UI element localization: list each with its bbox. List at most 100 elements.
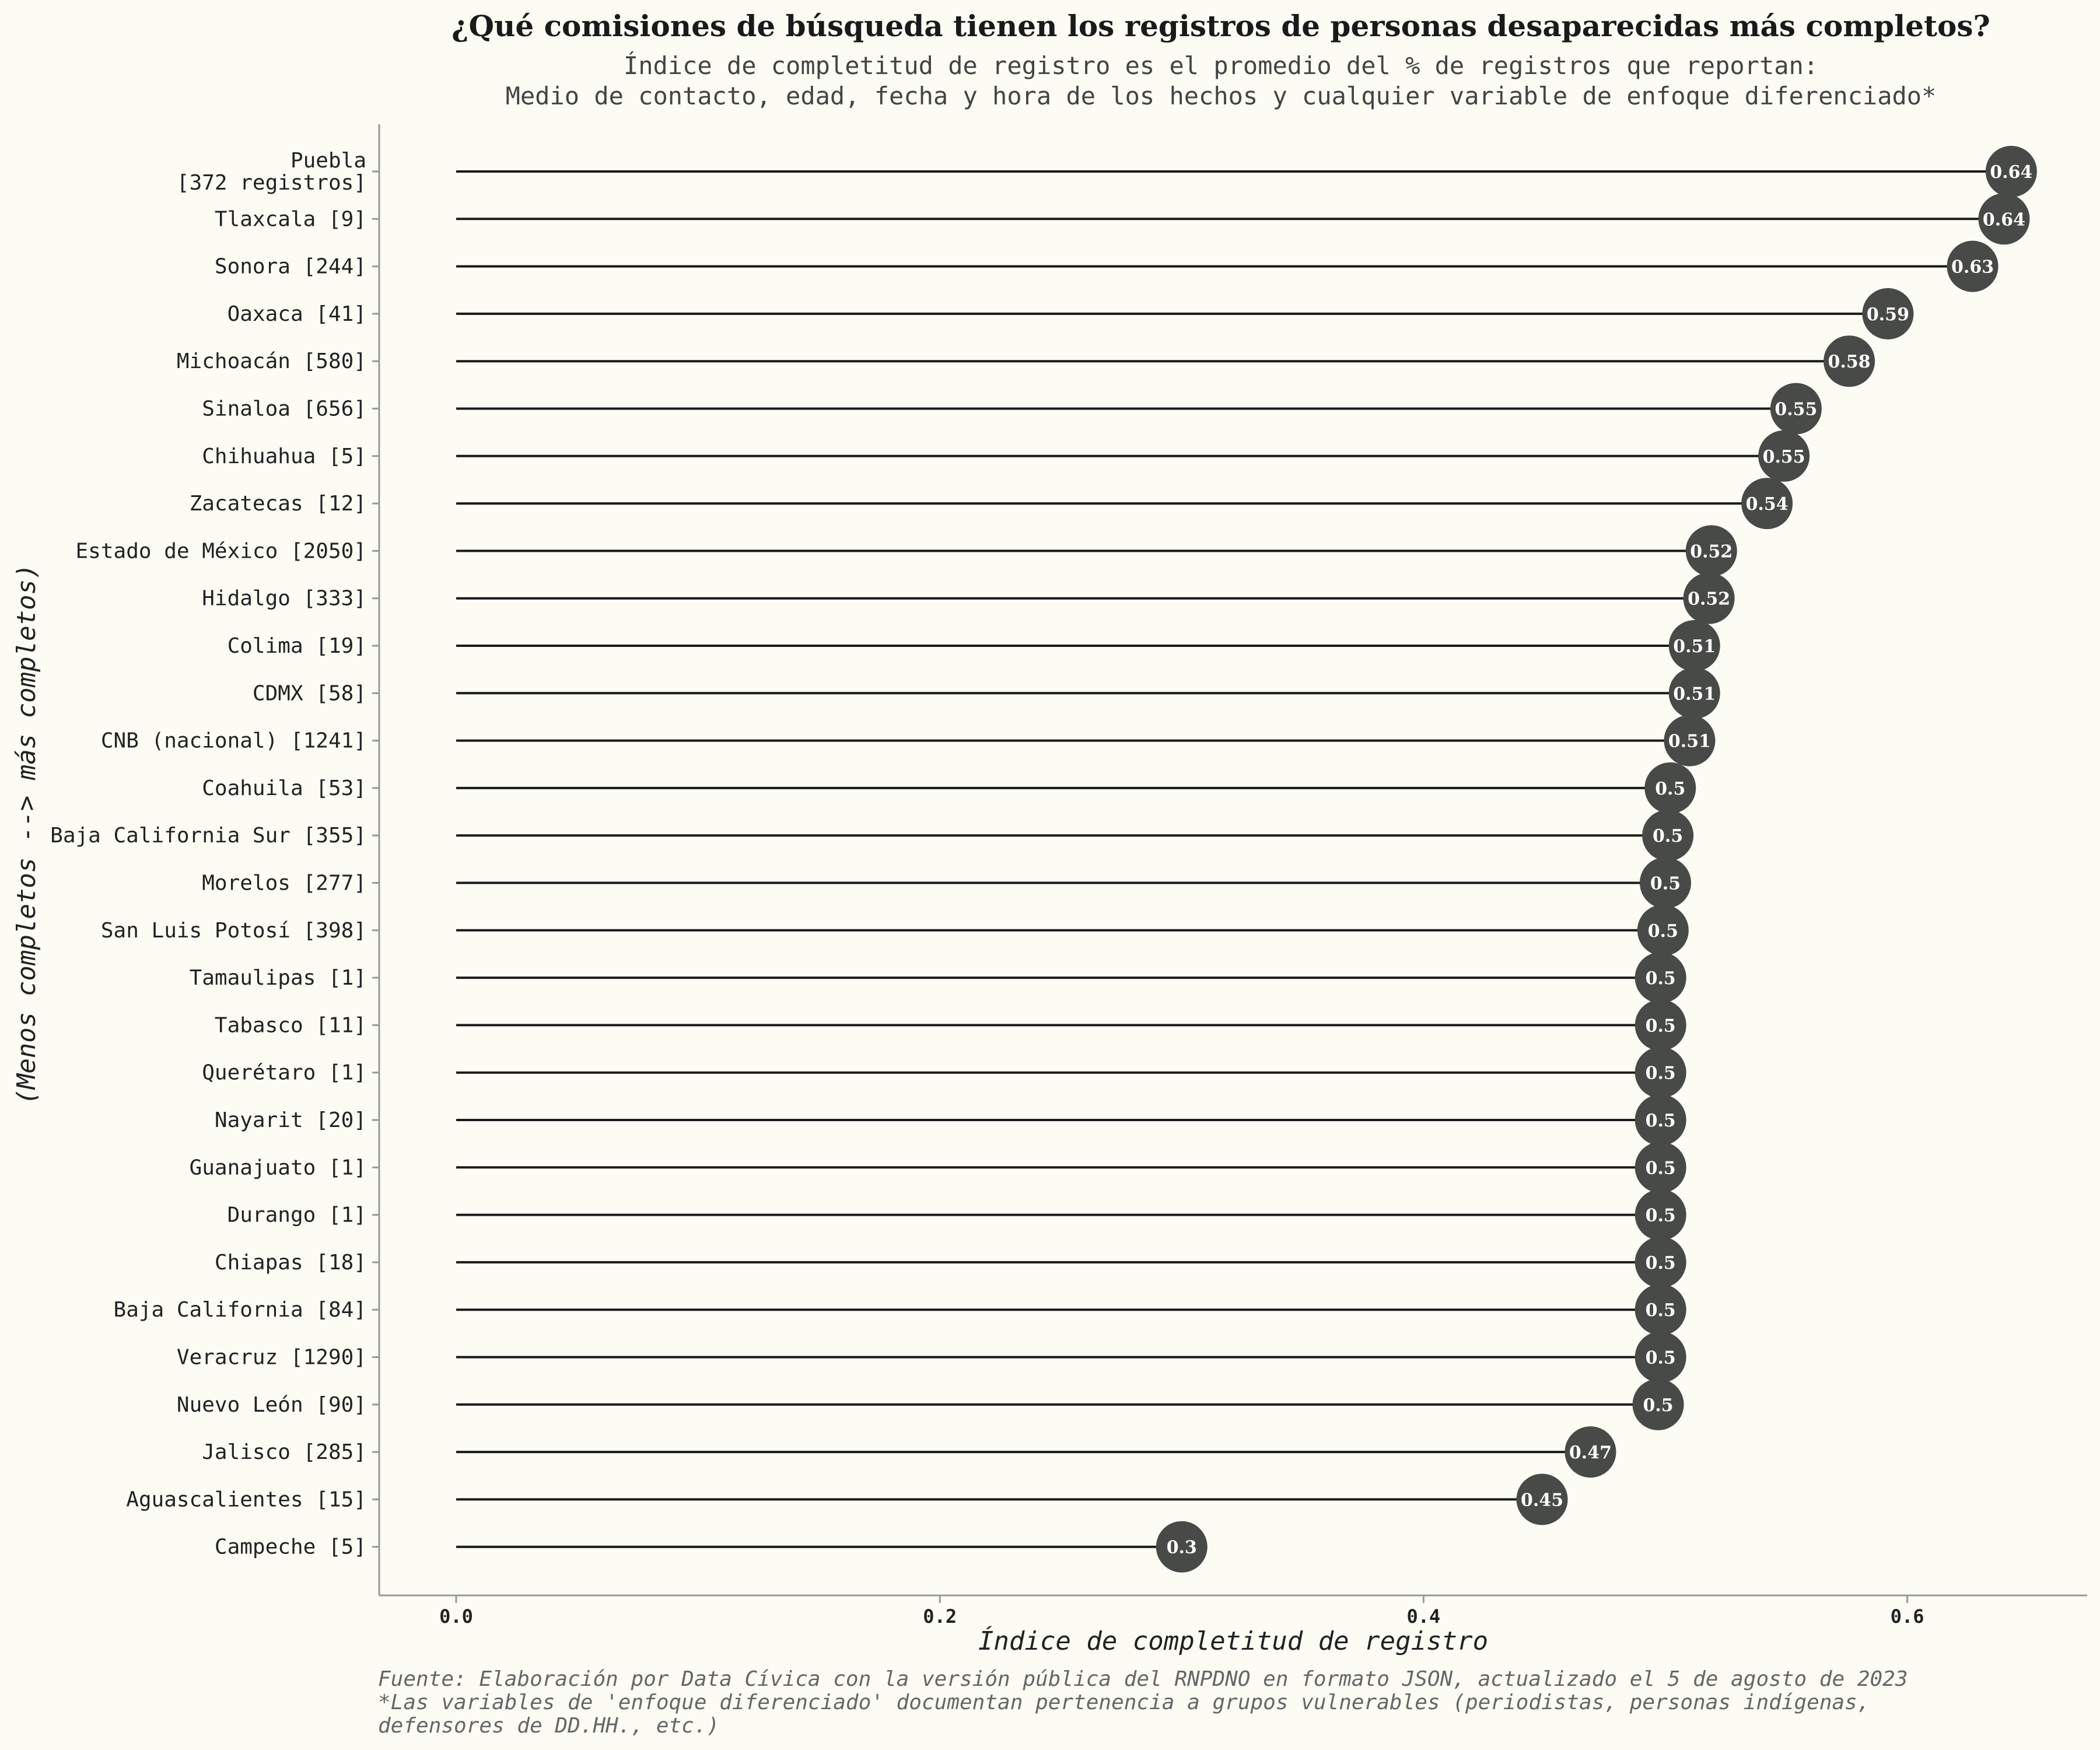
- lollipop-dot: [1564, 1426, 1616, 1478]
- value-label: 0.5: [1646, 1206, 1676, 1226]
- value-label: 0.5: [1646, 968, 1676, 989]
- y-tick-label: San Luis Potosí [398]: [101, 919, 366, 943]
- lollipop-dot: [1978, 193, 2030, 245]
- value-label: 0.5: [1646, 1063, 1676, 1084]
- y-tick-label: Coahuila [53]: [202, 776, 366, 800]
- value-label: 0.47: [1569, 1443, 1612, 1463]
- lollipop-dot: [1668, 620, 1720, 671]
- lollipop-dot: [1632, 1378, 1684, 1430]
- lollipop-dot: [1640, 857, 1691, 909]
- value-label: 0.58: [1828, 352, 1871, 372]
- y-tick-label: Hidalgo [333]: [202, 587, 366, 611]
- lollipop-dot: [1156, 1521, 1208, 1573]
- value-label: 0.59: [1867, 304, 1909, 325]
- value-label: 0.5: [1643, 1395, 1673, 1416]
- value-label: 0.55: [1774, 400, 1817, 420]
- y-tick-label: Zacatecas [12]: [190, 492, 366, 516]
- y-tick-label: Colima [19]: [228, 634, 366, 658]
- y-tick-label: Baja California Sur [355]: [50, 824, 366, 848]
- y-tick-label: Baja California [84]: [114, 1298, 366, 1322]
- value-label: 0.5: [1646, 1300, 1676, 1321]
- value-label: 0.51: [1668, 732, 1711, 752]
- lollipop-dot: [1634, 1189, 1686, 1241]
- lollipop-dot: [1516, 1474, 1568, 1525]
- y-tick-label: Nuevo León [90]: [177, 1393, 366, 1417]
- y-tick-label: Aguascalientes [15]: [126, 1488, 366, 1511]
- lollipop-dot: [1770, 383, 1822, 435]
- lollipop-dot: [1985, 146, 2037, 197]
- value-label: 0.5: [1646, 1016, 1676, 1036]
- value-label: 0.64: [1983, 209, 2025, 230]
- chart-title: ¿Qué comisiones de búsqueda tienen los r…: [452, 9, 1990, 43]
- lollipop-dot: [1634, 1331, 1686, 1383]
- value-label: 0.64: [1990, 162, 2032, 183]
- caption-note-line-1: *Las variables de 'enfoque diferenciado'…: [378, 1690, 1870, 1714]
- value-label: 0.5: [1646, 1111, 1676, 1131]
- y-tick-label: Michoacán [580]: [177, 349, 366, 373]
- lollipop-dot: [1947, 240, 1999, 292]
- value-label: 0.5: [1646, 1158, 1676, 1178]
- value-label: 0.63: [1951, 257, 1994, 278]
- value-label: 0.3: [1167, 1538, 1197, 1558]
- chart-subtitle-line-2: Medio de contacto, edad, fecha y hora de…: [506, 82, 1937, 110]
- y-tick-label: Jalisco [285]: [202, 1440, 366, 1464]
- caption-note-line-2: defensores de DD.HH., etc.): [378, 1714, 719, 1738]
- lollipop-dot: [1685, 525, 1737, 577]
- lollipop-series: 0.64 0.64 0.63 0.59 0.58 0.55 0.55 0.54 0.52 0.52…: [456, 146, 2037, 1573]
- y-tick-label: [372 registros]: [177, 171, 366, 195]
- y-tick-label: Querétaro [1]: [202, 1061, 366, 1085]
- value-label: 0.51: [1673, 636, 1716, 657]
- value-label: 0.5: [1646, 1348, 1676, 1368]
- x-axis-title: Índice de completitud de registro: [978, 1625, 1488, 1656]
- x-axis-ticks: 0.0 0.2 0.4 0.6: [439, 1595, 1924, 1628]
- lollipop-dot: [1634, 1236, 1686, 1288]
- y-tick-label: Oaxaca [41]: [228, 302, 366, 326]
- y-tick-label: Chiapas [18]: [215, 1251, 366, 1275]
- chart-subtitle-line-1: Índice de completitud de registro es el …: [624, 51, 1818, 80]
- y-tick-label: Veracruz [1290]: [177, 1346, 366, 1370]
- y-tick-label: Tamaulipas [1]: [190, 966, 366, 990]
- y-tick-label: Estado de México [2050]: [76, 539, 367, 563]
- y-tick-label: CDMX [58]: [253, 681, 366, 705]
- y-axis-title: (Menos completos --> más completos): [12, 564, 41, 1104]
- value-label: 0.5: [1653, 826, 1683, 846]
- y-tick-label: Morelos [277]: [202, 872, 366, 895]
- value-label: 0.5: [1655, 779, 1685, 799]
- x-tick-label: 0.6: [1891, 1605, 1924, 1628]
- y-tick-label: Puebla: [290, 149, 366, 173]
- y-tick-label: Chihuahua [5]: [202, 444, 366, 468]
- lollipop-dot: [1644, 762, 1696, 814]
- y-tick-label: Guanajuato [1]: [190, 1156, 366, 1180]
- lollipop-dot: [1741, 478, 1793, 530]
- lollipop-dot: [1824, 335, 1875, 387]
- value-label: 0.52: [1690, 541, 1732, 562]
- lollipop-dot: [1634, 999, 1686, 1051]
- caption-source: Fuente: Elaboración por Data Cívica con …: [378, 1667, 1908, 1691]
- x-tick-label: 0.4: [1407, 1605, 1441, 1628]
- value-label: 0.5: [1650, 874, 1681, 894]
- lollipop-dot: [1642, 810, 1694, 862]
- y-tick-label: Sinaloa [656]: [202, 397, 366, 421]
- x-tick-label: 0.2: [923, 1605, 957, 1628]
- value-label: 0.5: [1648, 921, 1678, 942]
- value-label: 0.5: [1646, 1253, 1676, 1273]
- y-tick-label: Nayarit [20]: [215, 1108, 366, 1132]
- lollipop-dot: [1637, 904, 1689, 956]
- lollipop-dot: [1668, 667, 1720, 719]
- lollipop-dot: [1862, 288, 1914, 340]
- y-axis-tick-labels: Puebla[372 registros] Tlaxcala [9] Sonora …: [50, 149, 379, 1559]
- lollipop-dot: [1634, 1046, 1686, 1098]
- value-label: 0.51: [1673, 684, 1716, 704]
- y-tick-label: Tabasco [11]: [215, 1013, 366, 1037]
- lollipop-dot: [1683, 572, 1735, 624]
- lollipop-dot: [1634, 1142, 1686, 1194]
- lollipop-dot: [1634, 1284, 1686, 1336]
- y-tick-label: Campeche [5]: [215, 1535, 366, 1559]
- y-tick-label: Tlaxcala [9]: [215, 207, 366, 231]
- x-tick-label: 0.0: [439, 1605, 473, 1628]
- y-tick-label: Sonora [244]: [215, 255, 366, 279]
- y-tick-label: CNB (nacional) [1241]: [101, 729, 366, 753]
- y-tick-label: Durango [1]: [228, 1203, 366, 1227]
